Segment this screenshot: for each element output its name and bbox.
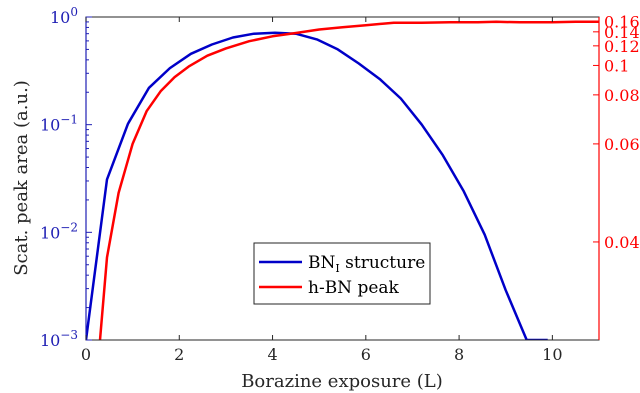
y-left-tick-label: 100 bbox=[50, 5, 78, 27]
y-left-tick-label: 10−2 bbox=[40, 220, 78, 242]
series-layer bbox=[86, 20, 599, 340]
legend: BNI structure h-BN peak bbox=[253, 242, 431, 305]
y-right-tick-label: 0.16 bbox=[604, 12, 640, 31]
left-axis-ticks: 100 10−1 10−2 10−3 bbox=[40, 5, 92, 350]
series-line-bni-structure bbox=[86, 31, 548, 340]
x-tick-label: 6 bbox=[361, 345, 371, 364]
y-right-tick-label: 0.08 bbox=[604, 86, 640, 105]
y-right-tick-label: 0.06 bbox=[604, 135, 640, 154]
y-right-tick-label: 0.04 bbox=[604, 233, 640, 252]
y-right-tick-label: 0.14 bbox=[604, 23, 640, 42]
y-left-tick-label: 10−3 bbox=[40, 328, 78, 350]
x-tick-label: 2 bbox=[174, 345, 184, 364]
legend-label-bni: BNI structure bbox=[308, 253, 425, 275]
x-tick-label: 0 bbox=[81, 345, 91, 364]
x-tick-label: 8 bbox=[454, 345, 464, 364]
y-right-tick-label: 0.1 bbox=[604, 56, 629, 75]
x-tick-label: 10 bbox=[542, 345, 562, 364]
legend-label-hbn: h-BN peak bbox=[308, 278, 400, 298]
x-axis-ticks: 0 2 4 6 8 10 bbox=[81, 17, 563, 364]
right-axis-ticks: 0.160.140.120.1 0.08 0.06 0.04 bbox=[593, 12, 640, 252]
x-axis-label: Borazine exposure (L) bbox=[241, 371, 443, 392]
series-line-hbn-peak bbox=[98, 20, 599, 340]
legend-box bbox=[253, 242, 431, 305]
y-axis-label-left: Scat. peak area (a.u.) bbox=[11, 80, 32, 276]
y-left-tick-label: 10−1 bbox=[40, 113, 78, 135]
x-tick-label: 4 bbox=[267, 345, 277, 364]
y-right-tick-label: 0.12 bbox=[604, 37, 640, 56]
